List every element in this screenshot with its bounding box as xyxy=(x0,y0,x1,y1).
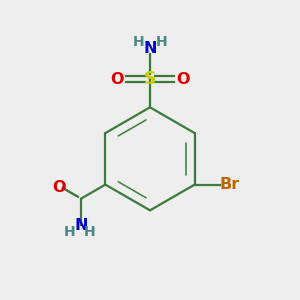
Text: N: N xyxy=(143,41,157,56)
Text: H: H xyxy=(155,35,167,49)
Text: O: O xyxy=(110,72,124,87)
Text: H: H xyxy=(84,225,96,238)
Text: N: N xyxy=(74,218,88,232)
Text: O: O xyxy=(52,180,65,195)
Text: O: O xyxy=(176,72,190,87)
Text: H: H xyxy=(64,225,76,238)
Text: H: H xyxy=(133,35,145,49)
Text: Br: Br xyxy=(219,177,239,192)
Text: S: S xyxy=(144,70,156,88)
